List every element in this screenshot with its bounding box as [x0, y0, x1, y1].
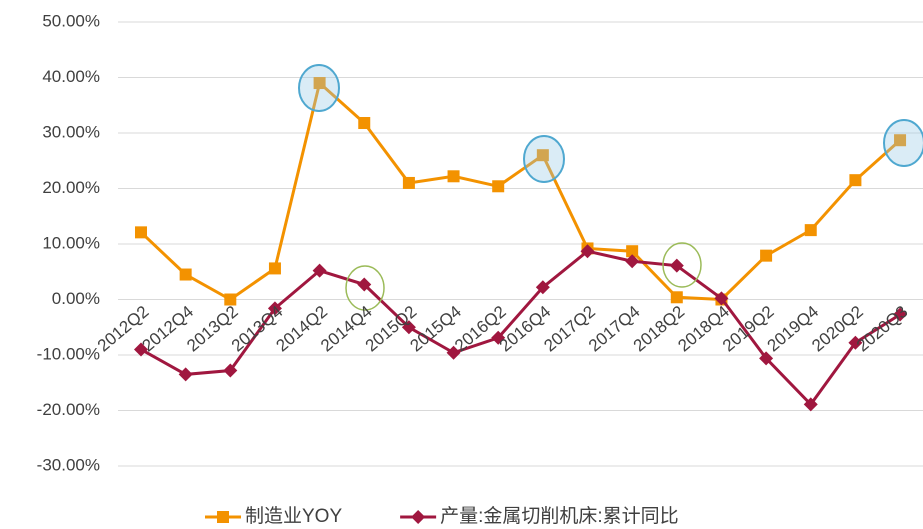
y-tick-label: -10.00%: [37, 344, 100, 363]
marker: [625, 254, 640, 269]
marker: [669, 258, 684, 273]
highlight-circle: [298, 64, 340, 112]
marker: [803, 397, 818, 412]
marker: [312, 263, 327, 278]
highlight-circle: [345, 265, 385, 311]
marker: [268, 262, 281, 275]
y-tick-label: 50.00%: [42, 11, 100, 30]
marker: [670, 291, 683, 304]
marker: [223, 363, 238, 378]
x-tick-label: 2020Q3: [853, 302, 912, 355]
legend: 制造业YOY 产量:金属切削机床:累计同比: [205, 505, 679, 527]
legend-label: 制造业YOY: [245, 505, 342, 527]
highlights: [298, 64, 923, 183]
y-tick-label: 20.00%: [42, 178, 100, 197]
marker: [313, 77, 326, 90]
marker: [217, 511, 229, 523]
highlight-circle: [523, 135, 565, 183]
y-tick-label: 10.00%: [42, 233, 100, 252]
highlight-circle: [883, 119, 923, 167]
marker: [893, 307, 908, 322]
marker: [135, 226, 147, 239]
marker: [626, 245, 639, 258]
marker: [358, 117, 371, 130]
grid: -30.00% -20.00% -10.00% 0.00% 10.00% 20.00% 30…: [37, 11, 923, 474]
marker: [535, 280, 550, 295]
marker: [492, 180, 505, 193]
marker: [401, 320, 416, 335]
marker: [267, 301, 282, 316]
legend-item: 制造业YOY: [205, 505, 342, 527]
marker: [759, 351, 774, 366]
marker: [848, 335, 863, 350]
marker: [849, 174, 862, 187]
marker: [134, 342, 148, 357]
marker: [447, 170, 460, 183]
marker: [491, 330, 506, 345]
marker: [536, 149, 549, 162]
y-tick-label: 40.00%: [42, 67, 100, 86]
marker: [714, 291, 729, 306]
series-line: [139, 80, 902, 302]
marker: [894, 134, 907, 147]
y-tick-label: -20.00%: [37, 400, 100, 419]
y-tick-label: 30.00%: [42, 122, 100, 141]
marker: [760, 249, 773, 262]
highlight-circle: [662, 242, 702, 288]
highlights-green: [345, 242, 702, 311]
legend-label: 产量:金属切削机床:累计同比: [440, 505, 679, 527]
marker: [224, 293, 237, 306]
marker: [580, 244, 595, 259]
marker: [178, 367, 193, 382]
series-line: [140, 249, 901, 407]
marker: [411, 510, 426, 524]
marker: [804, 224, 817, 237]
marker: [357, 277, 372, 292]
legend-item: 产量:金属切削机床:累计同比: [400, 505, 679, 527]
plot: [134, 77, 908, 412]
marker: [446, 345, 461, 360]
y-tick-label: 0.00%: [52, 289, 100, 308]
marker: [402, 176, 415, 189]
marker: [179, 268, 192, 281]
y-tick-label: -30.00%: [37, 455, 100, 474]
x-labels: 2012Q22012Q42013Q22013Q42014Q22014Q42015…: [94, 302, 912, 355]
